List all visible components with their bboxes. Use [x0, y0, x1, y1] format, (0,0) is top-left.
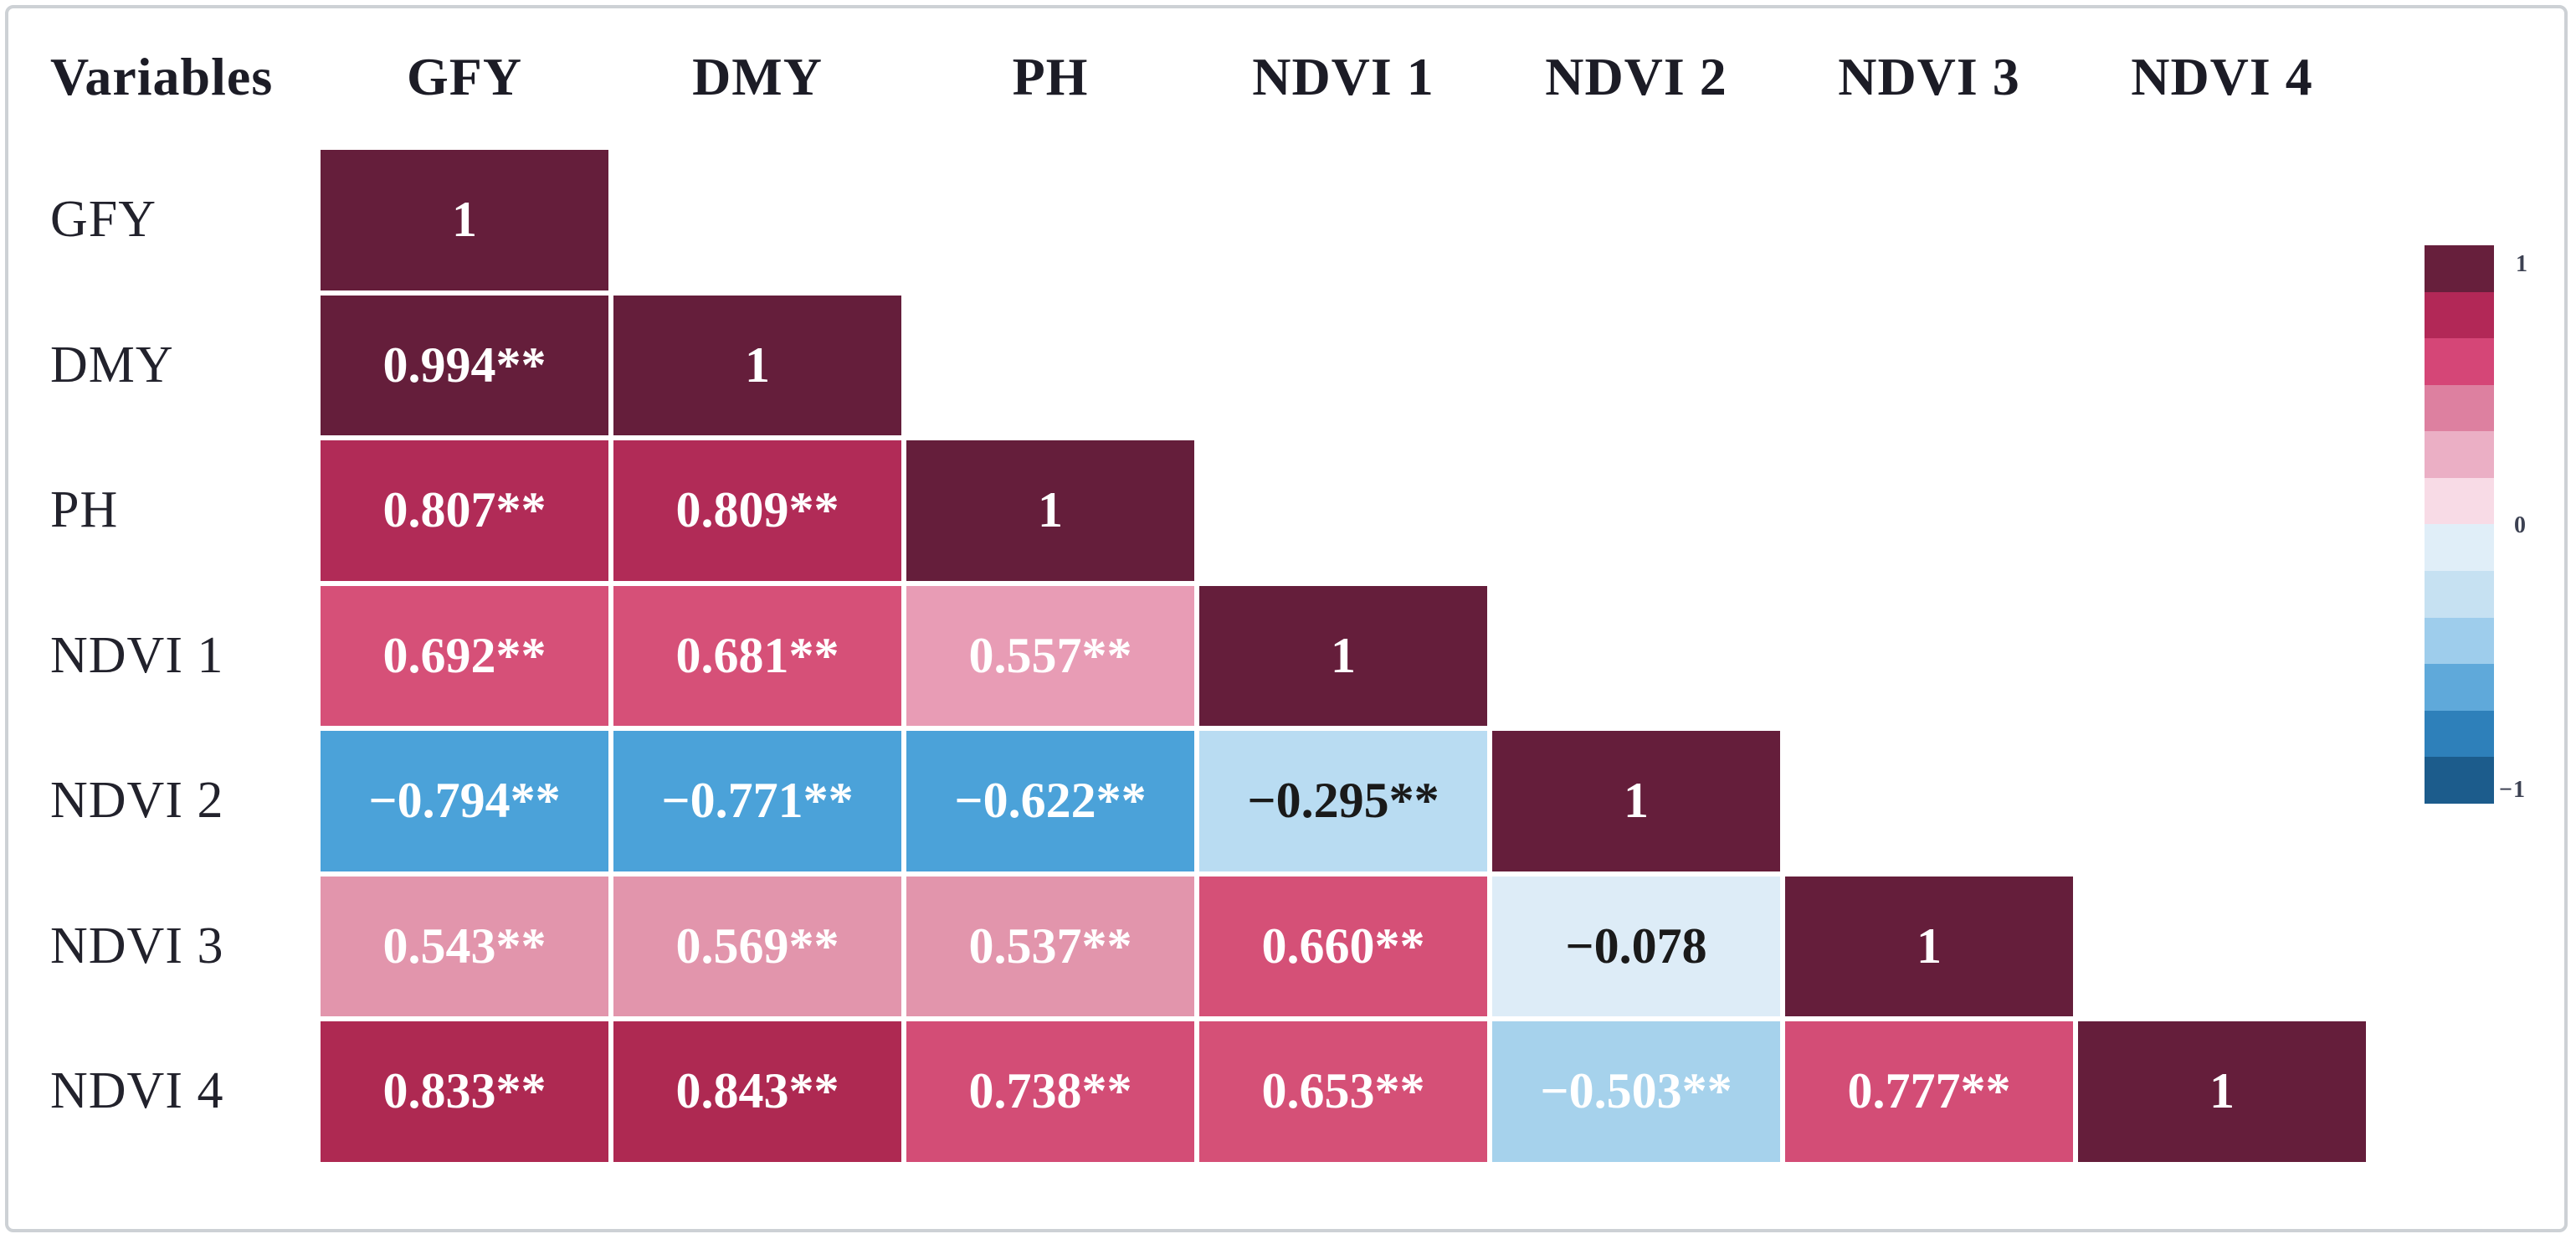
- colorbar-segment-11: [2425, 710, 2494, 758]
- heatmap-cell: 1: [1492, 731, 1780, 871]
- heatmap-cell: −0.794**: [321, 731, 608, 871]
- heatmap-cell: 0.994**: [321, 295, 608, 435]
- colorbar-segment-12: [2425, 757, 2494, 804]
- row-label-gfy: GFY: [50, 191, 157, 249]
- colorbar-segment-1: [2425, 245, 2494, 292]
- heatmap-cell: −0.295**: [1199, 731, 1487, 871]
- colorbar-tick-zero: 0: [2514, 512, 2527, 538]
- row-label-ndvi4: NDVI 4: [50, 1062, 224, 1120]
- row-label-ndvi2: NDVI 2: [50, 772, 224, 830]
- heatmap-cell: 0.777**: [1785, 1021, 2073, 1162]
- heatmap-cell: 0.569**: [613, 876, 901, 1016]
- colorbar-tick-min: −1: [2499, 777, 2526, 803]
- heatmap-cell: 0.738**: [906, 1021, 1194, 1162]
- heatmap-cell: 0.653**: [1199, 1021, 1487, 1162]
- heatmap-cell: 0.537**: [906, 876, 1194, 1016]
- heatmap-cell: 0.833**: [321, 1021, 608, 1162]
- heatmap-cell: 0.692**: [321, 585, 608, 726]
- colorbar-segment-8: [2425, 571, 2494, 618]
- row-label-ph: PH: [50, 481, 119, 539]
- heatmap-cell: 1: [321, 150, 608, 290]
- column-header-ph: PH: [1012, 47, 1089, 106]
- heatmap-cell: 1: [906, 440, 1194, 581]
- correlation-matrix: Variables GFY DMY PH NDVI 1 NDVI 2 NDVI 3 NDVI …: [50, 7, 2368, 1164]
- column-header-ndvi2: NDVI 2: [1545, 47, 1727, 106]
- heatmap-cell: 1: [613, 295, 901, 435]
- heatmap-cell: 0.807**: [321, 440, 608, 581]
- heatmap-cell: 0.681**: [613, 585, 901, 726]
- heatmap-cell: 0.543**: [321, 876, 608, 1016]
- heatmap-cell: 1: [1199, 585, 1487, 726]
- colorbar-segment-3: [2425, 338, 2494, 385]
- row-label-ndvi3: NDVI 3: [50, 917, 224, 974]
- colorbar-tick-max: 1: [2516, 251, 2528, 277]
- colorbar: [2425, 245, 2494, 804]
- column-header-ndvi4: NDVI 4: [2131, 47, 2313, 106]
- corner-header: Variables: [50, 47, 274, 106]
- column-header-gfy: GFY: [406, 47, 523, 106]
- heatmap-cell: 0.843**: [613, 1021, 901, 1162]
- colorbar-segment-9: [2425, 617, 2494, 665]
- row-label-ndvi1: NDVI 1: [50, 626, 224, 684]
- heatmap-cell: −0.622**: [906, 731, 1194, 871]
- heatmap-cell: −0.078: [1492, 876, 1780, 1016]
- row-label-dmy: DMY: [50, 336, 174, 393]
- heatmap-cell: 1: [1785, 876, 2073, 1016]
- colorbar-segment-4: [2425, 384, 2494, 432]
- heatmap-cell: 0.557**: [906, 585, 1194, 726]
- colorbar-segment-5: [2425, 431, 2494, 478]
- column-header-dmy: DMY: [692, 47, 823, 106]
- colorbar-segment-2: [2425, 291, 2494, 339]
- heatmap-cell: 1: [2078, 1021, 2366, 1162]
- colorbar-segment-10: [2425, 664, 2494, 711]
- column-header-ndvi3: NDVI 3: [1838, 47, 2020, 106]
- colorbar-segment-6: [2425, 477, 2494, 525]
- heatmap-cell: 0.660**: [1199, 876, 1487, 1016]
- colorbar-segment-7: [2425, 524, 2494, 572]
- heatmap-cell: −0.771**: [613, 731, 901, 871]
- column-header-ndvi1: NDVI 1: [1252, 47, 1434, 106]
- heatmap-cell: 0.809**: [613, 440, 901, 581]
- heatmap-cell: −0.503**: [1492, 1021, 1780, 1162]
